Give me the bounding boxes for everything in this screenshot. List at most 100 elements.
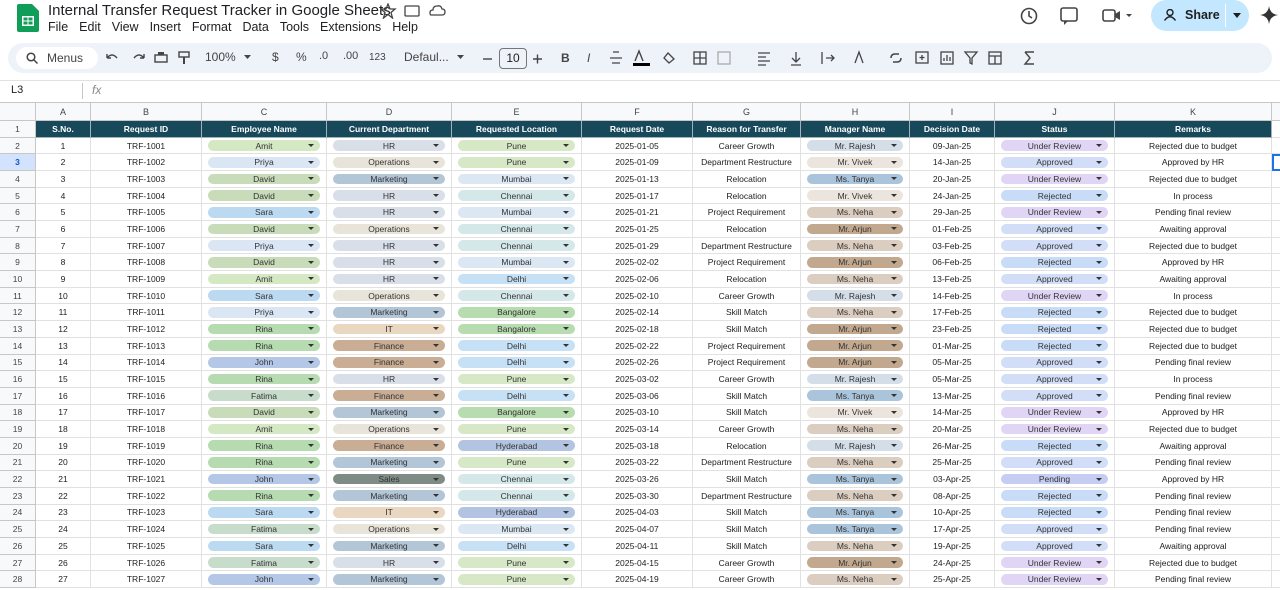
table-cell[interactable]: Awaiting approval	[1115, 438, 1272, 455]
table-cell[interactable]: Priya	[202, 304, 327, 321]
table-cell[interactable]: Rejected	[995, 188, 1115, 205]
table-cell[interactable]: Hyderabad	[452, 438, 582, 455]
dropdown-chip[interactable]: Ms. Neha	[807, 574, 903, 585]
table-cell[interactable]: Under Review	[995, 288, 1115, 305]
column-header[interactable]: A	[36, 103, 91, 121]
table-cell[interactable]: 03-Feb-25	[910, 238, 995, 255]
table-cell[interactable]: 20-Mar-25	[910, 421, 995, 438]
table-cell[interactable]: Awaiting approval	[1115, 271, 1272, 288]
dropdown-chip[interactable]: Priya	[208, 157, 320, 168]
table-cell[interactable]: 2025-01-13	[582, 171, 693, 188]
empty-cell[interactable]	[1272, 204, 1280, 221]
dropdown-chip[interactable]: HR	[333, 274, 445, 285]
table-cell[interactable]: 15	[36, 371, 91, 388]
row-header[interactable]: 27	[0, 555, 36, 572]
table-cell[interactable]: Marketing	[327, 171, 452, 188]
table-cell[interactable]: Approved by HR	[1115, 254, 1272, 271]
empty-cell[interactable]	[1272, 421, 1280, 438]
table-cell[interactable]: Department Restructure	[693, 455, 801, 472]
table-cell[interactable]: 2025-03-22	[582, 455, 693, 472]
table-cell[interactable]: TRF-1022	[91, 488, 202, 505]
dropdown-chip[interactable]: Ms. Neha	[807, 490, 903, 501]
table-cell[interactable]: Career Growth	[693, 138, 801, 155]
table-cell[interactable]: 14-Mar-25	[910, 405, 995, 422]
dropdown-chip[interactable]: Mumbai	[458, 524, 575, 535]
table-cell[interactable]: Skill Match	[693, 505, 801, 522]
table-cell[interactable]: 19-Apr-25	[910, 538, 995, 555]
table-cell[interactable]: Pending final review	[1115, 455, 1272, 472]
table-cell[interactable]: HR	[327, 555, 452, 572]
table-cell[interactable]: 19	[36, 438, 91, 455]
row-header[interactable]: 16	[0, 371, 36, 388]
menu-item[interactable]: Data	[242, 20, 268, 34]
dropdown-chip[interactable]: Hyderabad	[458, 440, 575, 451]
dropdown-chip[interactable]: Ms. Neha	[807, 457, 903, 468]
row-header[interactable]: 11	[0, 288, 36, 305]
row-header[interactable]: 28	[0, 571, 36, 588]
dropdown-chip[interactable]: Rejected	[1001, 490, 1108, 501]
empty-cell[interactable]	[1272, 238, 1280, 255]
menu-item[interactable]: Tools	[280, 20, 309, 34]
row-header[interactable]: 20	[0, 438, 36, 455]
table-cell[interactable]: Ms. Tanya	[801, 471, 910, 488]
table-cell[interactable]: Approved	[995, 388, 1115, 405]
table-cell[interactable]: In process	[1115, 288, 1272, 305]
table-cell[interactable]: Approved	[995, 538, 1115, 555]
dropdown-chip[interactable]: Chennai	[458, 240, 575, 251]
dropdown-chip[interactable]: Approved	[1001, 390, 1108, 401]
dropdown-chip[interactable]: Approved	[1001, 357, 1108, 368]
table-cell[interactable]: 8	[36, 254, 91, 271]
table-cell[interactable]: Chennai	[452, 188, 582, 205]
table-cell[interactable]: Under Review	[995, 571, 1115, 588]
dropdown-chip[interactable]: Bangalore	[458, 324, 575, 335]
table-cell[interactable]: Approved by HR	[1115, 405, 1272, 422]
table-cell[interactable]: 10	[36, 288, 91, 305]
table-cell[interactable]: 2025-04-07	[582, 521, 693, 538]
dropdown-chip[interactable]: Amit	[208, 424, 320, 435]
table-cell[interactable]: 11	[36, 304, 91, 321]
table-cell[interactable]: 2025-01-25	[582, 221, 693, 238]
table-cell[interactable]: TRF-1008	[91, 254, 202, 271]
column-header[interactable]: K	[1115, 103, 1272, 121]
table-cell[interactable]: TRF-1015	[91, 371, 202, 388]
table-cell[interactable]: David	[202, 405, 327, 422]
dropdown-chip[interactable]: Chennai	[458, 290, 575, 301]
table-cell[interactable]: 03-Apr-25	[910, 471, 995, 488]
table-cell[interactable]: 23	[36, 505, 91, 522]
table-cell[interactable]: David	[202, 188, 327, 205]
row-header[interactable]: 24	[0, 505, 36, 522]
table-cell[interactable]: 21	[36, 471, 91, 488]
font-family[interactable]: Defaul...	[404, 50, 449, 64]
table-cell[interactable]: 4	[36, 188, 91, 205]
table-cell[interactable]: Rejected	[995, 321, 1115, 338]
table-cell[interactable]: IT	[327, 505, 452, 522]
column-header[interactable]: E	[452, 103, 582, 121]
row-header[interactable]: 9	[0, 254, 36, 271]
table-cell[interactable]: 2025-02-06	[582, 271, 693, 288]
table-cell[interactable]: TRF-1004	[91, 188, 202, 205]
table-cell[interactable]: 1	[36, 138, 91, 155]
table-cell[interactable]: Finance	[327, 355, 452, 372]
dropdown-chip[interactable]: Marketing	[333, 490, 445, 501]
dropdown-chip[interactable]: Operations	[333, 524, 445, 535]
dropdown-chip[interactable]: Sara	[208, 207, 320, 218]
table-cell[interactable]: TRF-1023	[91, 505, 202, 522]
table-cell[interactable]: In process	[1115, 371, 1272, 388]
dropdown-chip[interactable]: John	[208, 574, 320, 585]
table-cell[interactable]: Operations	[327, 154, 452, 171]
table-cell[interactable]: 12	[36, 321, 91, 338]
table-cell[interactable]: Rejected due to budget	[1115, 238, 1272, 255]
dropdown-chip[interactable]: David	[208, 190, 320, 201]
dropdown-chip[interactable]: Rejected	[1001, 307, 1108, 318]
empty-cell[interactable]	[1272, 488, 1280, 505]
column-header[interactable]: D	[327, 103, 452, 121]
table-cell[interactable]: Ms. Neha	[801, 204, 910, 221]
table-cell[interactable]: Relocation	[693, 221, 801, 238]
table-cell[interactable]: Rejected due to budget	[1115, 338, 1272, 355]
dropdown-chip[interactable]: HR	[333, 374, 445, 385]
table-cell[interactable]: 17-Feb-25	[910, 304, 995, 321]
table-cell[interactable]: Sara	[202, 505, 327, 522]
menu-search[interactable]: Menus	[16, 47, 98, 69]
table-cell[interactable]: Pending final review	[1115, 521, 1272, 538]
empty-cell[interactable]	[1272, 254, 1280, 271]
